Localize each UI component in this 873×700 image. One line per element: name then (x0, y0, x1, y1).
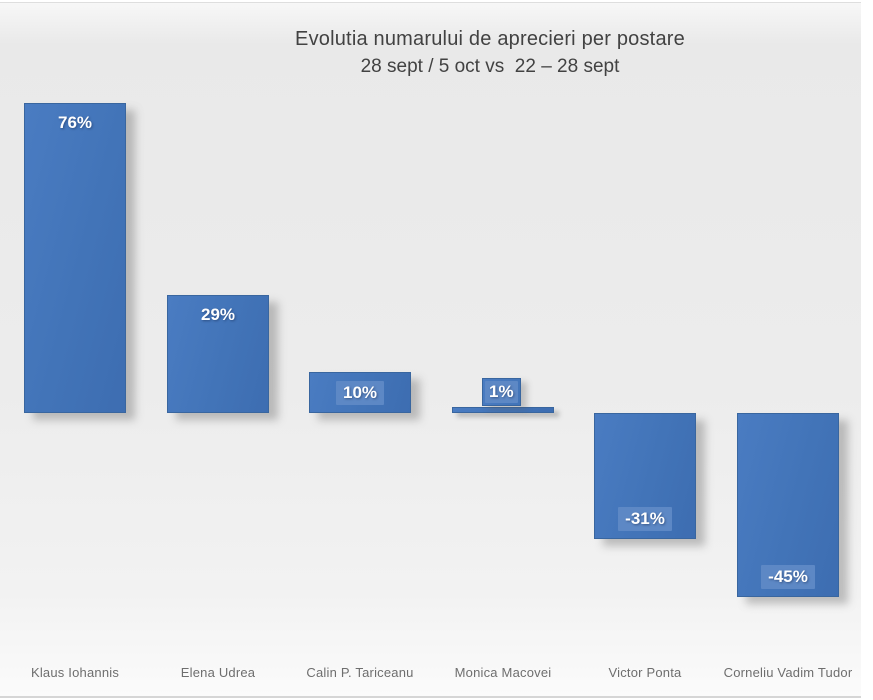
chart-title-block: Evolutia numarului de aprecieri per post… (120, 25, 860, 81)
bar-value-label: -45% (761, 565, 815, 589)
bar-value-label: 29% (200, 305, 236, 324)
chart-subtitle: 28 sept / 5 oct vs 22 – 28 sept (360, 56, 620, 77)
bar-3 (452, 407, 554, 413)
bar-5: -45% (737, 413, 839, 597)
category-label: Elena Udrea (180, 665, 256, 680)
bar-value-label: 1% (485, 381, 518, 403)
category-label: Victor Ponta (608, 665, 682, 680)
chart-title: Evolutia numarului de aprecieri per post… (295, 28, 685, 50)
category-label: Corneliu Vadim Tudor (723, 665, 853, 680)
bar-2: 10% (309, 372, 411, 413)
bar-1: 29% (167, 295, 269, 413)
bar-value-label: 10% (335, 380, 385, 405)
bar-value-label-box: 1% (482, 378, 521, 406)
category-axis: Klaus Iohannis Elena Udrea Calin P. Tarice… (0, 3, 861, 696)
category-label: Monica Macovei (454, 665, 552, 680)
category-label: Klaus Iohannis (30, 665, 120, 680)
bar-0: 76% (24, 103, 126, 413)
category-label: Calin P. Tariceanu (306, 665, 414, 680)
bar-value-label: -31% (618, 507, 672, 531)
bar-value-label: 76% (57, 113, 93, 132)
bar-4: -31% (594, 413, 696, 539)
plot-area: 76% 29% 10% 1% -31% -45% (0, 3, 861, 696)
